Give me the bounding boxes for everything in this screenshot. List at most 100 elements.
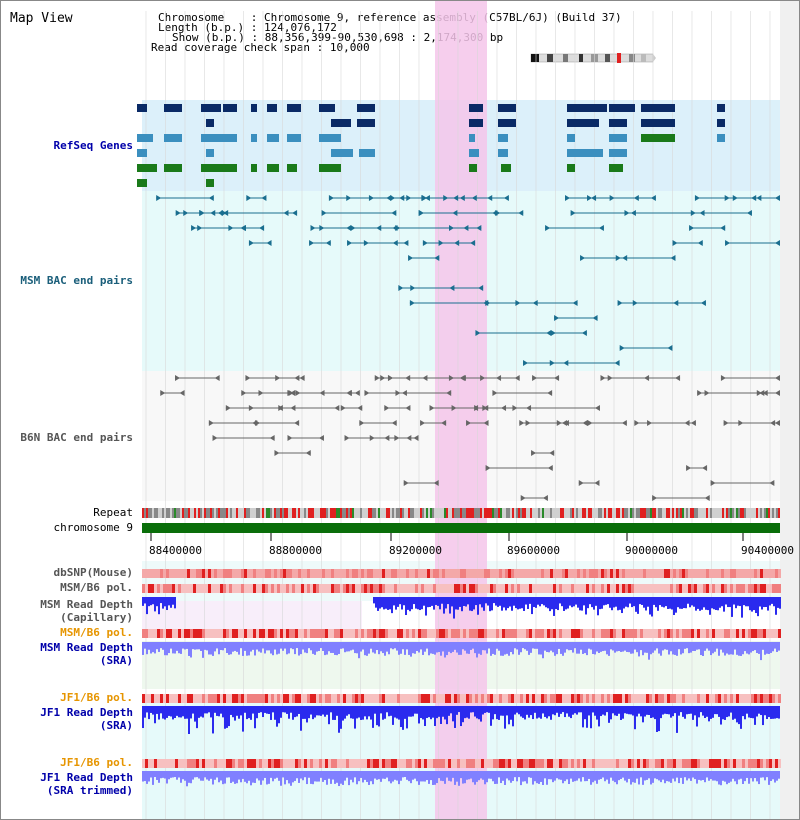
- heat-cell: [301, 584, 304, 593]
- depth-bar: [632, 642, 634, 654]
- depth-bar: [516, 642, 518, 650]
- heat-cell: [640, 584, 643, 593]
- repeat-mark: [340, 508, 342, 518]
- depth-bar: [758, 771, 760, 785]
- track-label-msm-b6-pol-1[interactable]: MSM/B6 pol.: [60, 581, 133, 594]
- depth-bar: [770, 706, 772, 719]
- depth-bar: [721, 597, 723, 607]
- gene-block: [267, 104, 277, 112]
- depth-bar: [695, 597, 697, 611]
- heat-cell: [484, 759, 487, 768]
- repeat-mark: [608, 508, 610, 518]
- depth-bar: [708, 642, 710, 651]
- depth-bar: [573, 597, 575, 607]
- depth-bar: [256, 771, 258, 779]
- depth-bar: [632, 706, 634, 716]
- depth-bar: [522, 771, 524, 782]
- depth-bar: [395, 597, 397, 610]
- depth-bar: [749, 597, 751, 611]
- depth-bar: [482, 642, 484, 651]
- depth-bar: [704, 642, 706, 651]
- repeat-mark: [370, 508, 372, 518]
- repeat-mark: [682, 508, 684, 518]
- depth-bar: [758, 706, 760, 714]
- depth-bar: [596, 706, 598, 720]
- heat-cell: [775, 569, 778, 578]
- track-label-jf1-b6-pol-2[interactable]: JF1/B6 pol.: [60, 756, 133, 769]
- depth-bar: [636, 642, 638, 653]
- track-label-repeat[interactable]: Repeat: [93, 506, 133, 519]
- depth-bar: [509, 597, 511, 607]
- heat-cell: [415, 629, 418, 638]
- track-label-jf1-b6-pol-1[interactable]: JF1/B6 pol.: [60, 691, 133, 704]
- heat-cell: [352, 569, 355, 578]
- bac-end-marker: [223, 210, 229, 216]
- depth-bar: [646, 642, 648, 653]
- depth-bar: [564, 642, 566, 653]
- repeat-mark: [678, 508, 680, 518]
- depth-bar: [206, 642, 208, 651]
- track-label-msm-depth-capillary[interactable]: MSM Read Depth: [40, 598, 133, 611]
- heat-cell: [370, 694, 373, 703]
- heat-cell: [220, 629, 223, 638]
- bac-end-marker: [549, 360, 555, 366]
- heat-cell: [637, 759, 640, 768]
- depth-bar: [170, 771, 172, 778]
- depth-bar: [513, 597, 515, 606]
- track-label-jf1-depth-sra[interactable]: JF1 Read Depth: [40, 706, 133, 719]
- heat-cell: [769, 569, 772, 578]
- heat-cell: [550, 629, 553, 638]
- depth-bar: [738, 771, 740, 780]
- depth-bar: [160, 706, 162, 714]
- heat-cell: [646, 569, 649, 578]
- depth-bar: [698, 706, 700, 718]
- track-label-chromosome[interactable]: chromosome 9: [53, 521, 133, 534]
- depth-bar: [160, 597, 162, 604]
- depth-bar: [244, 706, 246, 713]
- heat-cell: [643, 629, 646, 638]
- repeat-mark: [556, 508, 558, 518]
- gene-block: [469, 134, 475, 142]
- heat-cell: [373, 694, 376, 703]
- bac-end-marker: [160, 390, 166, 396]
- heat-cell: [403, 584, 406, 593]
- track-label-msm-b6-pol-2[interactable]: MSM/B6 pol.: [60, 626, 133, 639]
- depth-bar: [633, 597, 635, 607]
- depth-bar: [256, 706, 258, 719]
- depth-bar: [702, 642, 704, 656]
- heat-cell: [661, 694, 664, 703]
- depth-bar: [533, 597, 535, 608]
- depth-bar: [532, 706, 534, 720]
- depth-bar: [302, 642, 304, 650]
- depth-bar: [496, 771, 498, 784]
- depth-bar: [616, 642, 618, 652]
- heat-cell: [250, 629, 253, 638]
- depth-bar: [274, 642, 276, 650]
- track-label-dbsnp[interactable]: dbSNP(Mouse): [53, 566, 133, 579]
- heat-cell: [436, 584, 439, 593]
- track-label-jf1-depth-trimmed[interactable]: JF1 Read Depth: [40, 771, 133, 784]
- depth-bar: [610, 642, 612, 650]
- depth-bar: [340, 706, 342, 729]
- heat-cell: [247, 629, 250, 638]
- depth-bar: [381, 597, 383, 608]
- track-label-msm-bac[interactable]: MSM BAC end pairs: [20, 274, 133, 287]
- repeat-mark: [442, 508, 444, 518]
- depth-bar: [246, 706, 248, 720]
- depth-bar: [486, 771, 488, 783]
- heat-cell: [697, 584, 700, 593]
- depth-bar: [374, 642, 376, 654]
- depth-bar: [226, 642, 228, 654]
- depth-bar: [600, 706, 602, 717]
- repeat-mark: [478, 508, 480, 518]
- repeat-mark: [530, 508, 532, 518]
- track-label-refseq[interactable]: RefSeq Genes: [53, 139, 133, 152]
- track-label-msm-depth-sra[interactable]: MSM Read Depth: [40, 641, 133, 654]
- track-label-b6n-bac[interactable]: B6N BAC end pairs: [20, 431, 133, 444]
- heat-cell: [730, 569, 733, 578]
- repeat-mark: [470, 508, 472, 518]
- depth-bar: [754, 771, 756, 779]
- heat-cell: [577, 694, 580, 703]
- heat-cell: [451, 759, 454, 768]
